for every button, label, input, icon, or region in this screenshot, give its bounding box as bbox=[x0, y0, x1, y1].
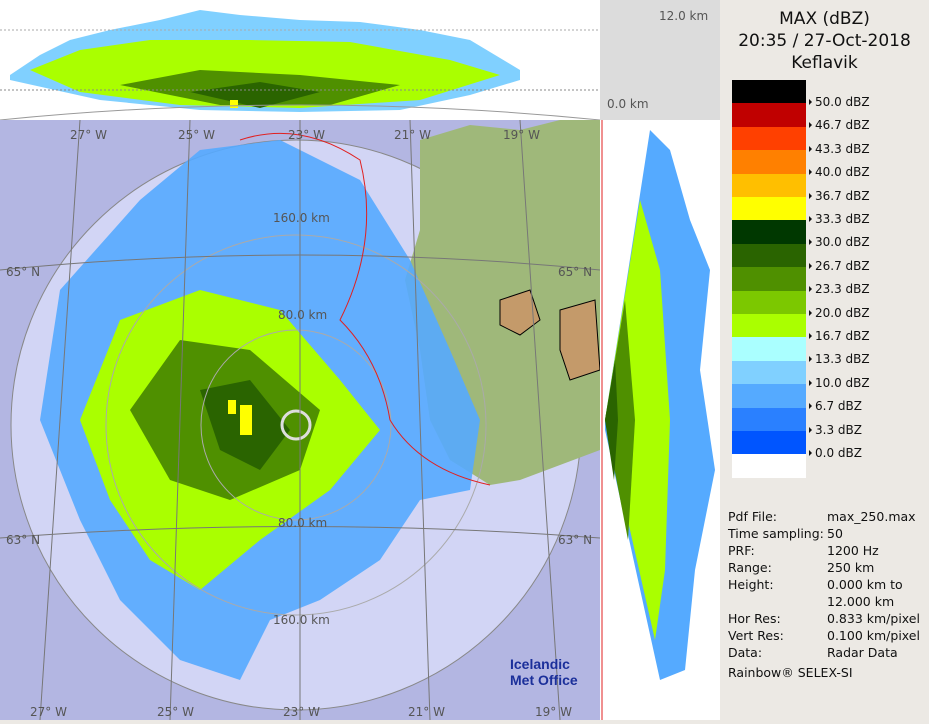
scale-label: 0.0 dBZ bbox=[809, 446, 862, 460]
info-row: Hor Res: 0.833 km/pixel bbox=[728, 610, 920, 627]
info-key: Data: bbox=[728, 645, 763, 660]
color-swatch bbox=[732, 407, 806, 431]
color-swatch bbox=[732, 80, 806, 104]
max-height-label: 12.0 km bbox=[659, 9, 709, 23]
scale-label: 10.0 dBZ bbox=[809, 376, 870, 390]
lon-label: 25° W bbox=[157, 705, 194, 719]
scale-label: 16.7 dBZ bbox=[809, 329, 870, 343]
legend-panel: MAX (dBZ) 20:35 / 27-Oct-2018 Keflavik 5… bbox=[720, 0, 929, 720]
info-table: Pdf File: max_250.max Time sampling: 50 PRF:… bbox=[728, 508, 920, 681]
color-swatch bbox=[732, 431, 806, 455]
info-row: Height: 0.000 km to bbox=[728, 576, 920, 593]
color-swatch bbox=[732, 126, 806, 151]
info-key: Time sampling: bbox=[728, 526, 824, 541]
info-value: 0.100 km/pixel bbox=[827, 628, 920, 643]
info-value: max_250.max bbox=[827, 509, 916, 524]
color-swatch bbox=[732, 314, 806, 338]
color-swatch bbox=[732, 243, 806, 268]
lon-label: 23° W bbox=[283, 705, 320, 719]
scale-label: 26.7 dBZ bbox=[809, 259, 870, 273]
info-value: 50 bbox=[827, 526, 843, 541]
info-value: Radar Data bbox=[827, 645, 898, 660]
range-label: 160.0 km bbox=[273, 211, 330, 225]
scale-label: 40.0 dBZ bbox=[809, 165, 870, 179]
range-label: 80.0 km bbox=[278, 516, 328, 530]
lon-label: 19° W bbox=[535, 705, 572, 719]
color-swatch bbox=[732, 454, 806, 478]
color-swatch bbox=[732, 360, 806, 385]
info-row: Data: Radar Data bbox=[728, 644, 920, 661]
info-row: Vert Res: 0.100 km/pixel bbox=[728, 627, 920, 644]
lat-label: 63° N bbox=[6, 533, 41, 547]
info-key bbox=[728, 593, 827, 610]
lon-label: 23° W bbox=[288, 128, 325, 142]
info-key: Pdf File: bbox=[728, 509, 777, 524]
scale-label: 43.3 dBZ bbox=[809, 142, 870, 156]
side-profile-echoes bbox=[601, 120, 715, 720]
color-swatch bbox=[732, 197, 806, 221]
color-swatch bbox=[732, 220, 806, 244]
range-label: 80.0 km bbox=[278, 308, 328, 322]
info-key: Vert Res: bbox=[728, 628, 784, 643]
info-row: 12.000 km bbox=[728, 593, 920, 610]
imo-logo: Icelandic Met Office bbox=[510, 656, 578, 688]
top-height-profile bbox=[0, 0, 601, 121]
lon-label: 21° W bbox=[394, 128, 431, 142]
info-value: 0.833 km/pixel bbox=[827, 611, 920, 626]
lat-label: 65° N bbox=[558, 265, 593, 279]
scale-label: 50.0 dBZ bbox=[809, 95, 870, 109]
info-row: PRF: 1200 Hz bbox=[728, 542, 920, 559]
info-value: 1200 Hz bbox=[827, 543, 879, 558]
station-name: Keflavik bbox=[791, 53, 858, 73]
scale-label: 3.3 dBZ bbox=[809, 423, 862, 437]
color-swatch bbox=[732, 173, 806, 197]
info-row: Pdf File: max_250.max bbox=[728, 508, 920, 525]
color-swatch bbox=[732, 267, 806, 291]
side-height-profile bbox=[600, 120, 720, 720]
info-value: 12.000 km bbox=[827, 594, 895, 609]
product-title: MAX (dBZ) bbox=[779, 9, 870, 29]
info-key: Hor Res: bbox=[728, 611, 781, 626]
scale-label: 13.3 dBZ bbox=[809, 352, 870, 366]
lon-label: 27° W bbox=[30, 705, 67, 719]
info-key: PRF: bbox=[728, 543, 755, 558]
color-swatch bbox=[732, 337, 806, 361]
lon-label: 19° W bbox=[503, 128, 540, 142]
info-value: 0.000 km to bbox=[827, 577, 903, 592]
info-row: Range: 250 km bbox=[728, 559, 920, 576]
radar-map-svg bbox=[0, 119, 601, 721]
range-label: 160.0 km bbox=[273, 613, 330, 627]
scale-label: 20.0 dBZ bbox=[809, 306, 870, 320]
color-swatch bbox=[732, 384, 806, 408]
scale-label: 6.7 dBZ bbox=[809, 399, 862, 413]
lon-label: 25° W bbox=[178, 128, 215, 142]
color-swatch bbox=[732, 150, 806, 174]
scale-label: 23.3 dBZ bbox=[809, 282, 870, 296]
lon-label: 21° W bbox=[408, 705, 445, 719]
scale-label: 33.3 dBZ bbox=[809, 212, 870, 226]
info-key: Height: bbox=[728, 577, 774, 592]
scale-label: 46.7 dBZ bbox=[809, 118, 870, 132]
scale-label: 36.7 dBZ bbox=[809, 189, 870, 203]
info-value: 250 km bbox=[827, 560, 875, 575]
credit: Rainbow® SELEX-SI bbox=[728, 665, 853, 680]
scale-label: 30.0 dBZ bbox=[809, 235, 870, 249]
radar-map[interactable]: 27° W 25° W 23° W 21° W 19° W 27° W 25° … bbox=[0, 119, 601, 721]
corner-panel: 12.0 km 0.0 km bbox=[600, 0, 720, 120]
info-row: Time sampling: 50 bbox=[728, 525, 920, 542]
color-swatch bbox=[732, 103, 806, 127]
lat-label: 65° N bbox=[6, 265, 41, 279]
top-profile-echoes bbox=[0, 0, 601, 121]
color-swatch bbox=[732, 290, 806, 314]
lon-label: 27° W bbox=[70, 128, 107, 142]
min-height-label: 0.0 km bbox=[607, 97, 649, 111]
info-key: Range: bbox=[728, 560, 772, 575]
lat-label: 63° N bbox=[558, 533, 593, 547]
datetime: 20:35 / 27-Oct-2018 bbox=[738, 31, 911, 51]
